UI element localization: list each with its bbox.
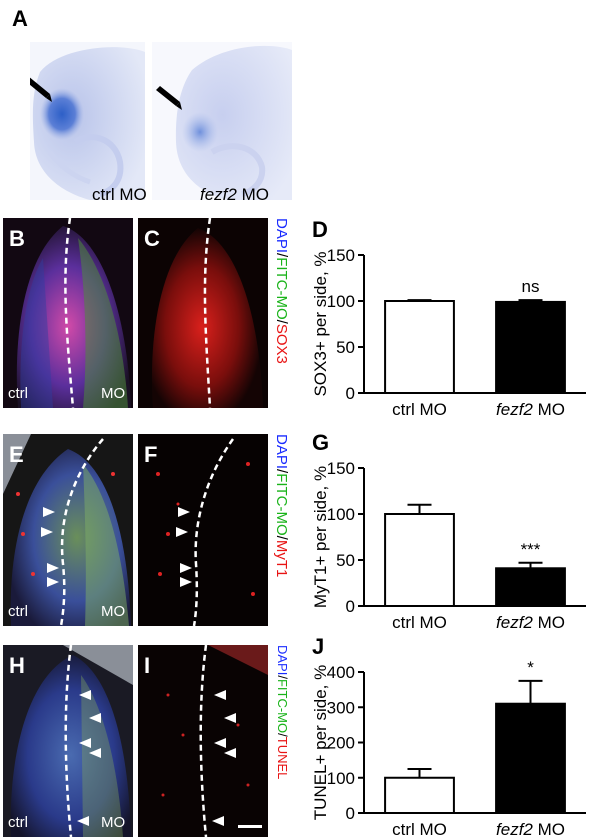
bar [495, 702, 566, 814]
micrograph-i: I [138, 645, 268, 837]
panel-letter-d: D [312, 217, 328, 242]
y-tick-label: 0 [346, 384, 355, 403]
panel-letter-e: E [9, 442, 24, 467]
y-tick-label: 50 [336, 338, 355, 357]
bar [495, 567, 566, 607]
micrograph-f: F [138, 434, 268, 626]
caption-fezf2-mo: fezf2 MO [200, 185, 269, 204]
y-axis-label: MyT1+ per side, % [311, 466, 330, 608]
y-axis-label: TUNEL+ per side, % [311, 665, 330, 820]
stain-label-tunel: DAPI/FITC-MO/TUNEL [275, 645, 290, 780]
y-tick-label: 400 [327, 663, 355, 682]
y-tick-label: 150 [327, 246, 355, 265]
mo-label-b: MO [101, 385, 126, 402]
micrograph-b: B ctrl MO [3, 218, 133, 408]
ctrl-label-e: ctrl [8, 603, 28, 620]
y-axis-label: SOX3+ per side, % [311, 251, 330, 396]
significance-label: ns [522, 277, 540, 296]
category-label: ctrl MO [392, 400, 447, 419]
y-tick-label: 150 [327, 459, 355, 478]
micrograph-h: H ctrl MO [3, 645, 133, 837]
panel-letter-c: C [144, 226, 160, 251]
category-label: fezf2 MO [496, 613, 565, 632]
bar [384, 300, 455, 394]
panel-letter-a: A [12, 6, 28, 31]
mo-label-h: MO [101, 814, 126, 831]
bar [495, 300, 566, 394]
category-label: fezf2 MO [496, 820, 565, 839]
y-tick-label: 300 [327, 698, 355, 717]
mo-label-e: MO [101, 603, 126, 620]
category-label: ctrl MO [392, 820, 447, 839]
y-tick-label: 200 [327, 734, 355, 753]
significance-label: * [527, 658, 534, 677]
y-tick-label: 100 [327, 292, 355, 311]
micrograph-c: C [138, 218, 268, 408]
ctrl-label-b: ctrl [8, 385, 28, 402]
significance-label: *** [521, 540, 541, 559]
stain-label-sox3: DAPI/FITC-MO/SOX3 [273, 218, 290, 364]
y-tick-label: 0 [346, 804, 355, 823]
category-label: fezf2 MO [496, 400, 565, 419]
y-tick-label: 50 [336, 551, 355, 570]
bar [384, 513, 455, 607]
category-label: ctrl MO [392, 613, 447, 632]
panel-letter-h: H [9, 653, 25, 678]
panel-letter-f: F [144, 442, 158, 467]
bar [384, 776, 455, 814]
in-situ-fezf2-image [152, 42, 292, 200]
in-situ-ctrl-image [30, 42, 145, 200]
panel-letter-i: I [144, 653, 151, 678]
panel-letter-g: G [312, 430, 329, 455]
micrograph-e: E ctrl MO [3, 434, 133, 626]
ctrl-label-h: ctrl [8, 814, 28, 831]
y-tick-label: 100 [327, 505, 355, 524]
caption-ctrl-mo: ctrl MO [92, 185, 147, 204]
panel-letter-b: B [9, 226, 25, 251]
y-tick-label: 100 [327, 769, 355, 788]
stain-label-myt1: DAPI/FITC-MO/MyT1 [273, 434, 290, 578]
y-tick-label: 0 [346, 597, 355, 616]
panel-letter-j: J [312, 634, 324, 659]
